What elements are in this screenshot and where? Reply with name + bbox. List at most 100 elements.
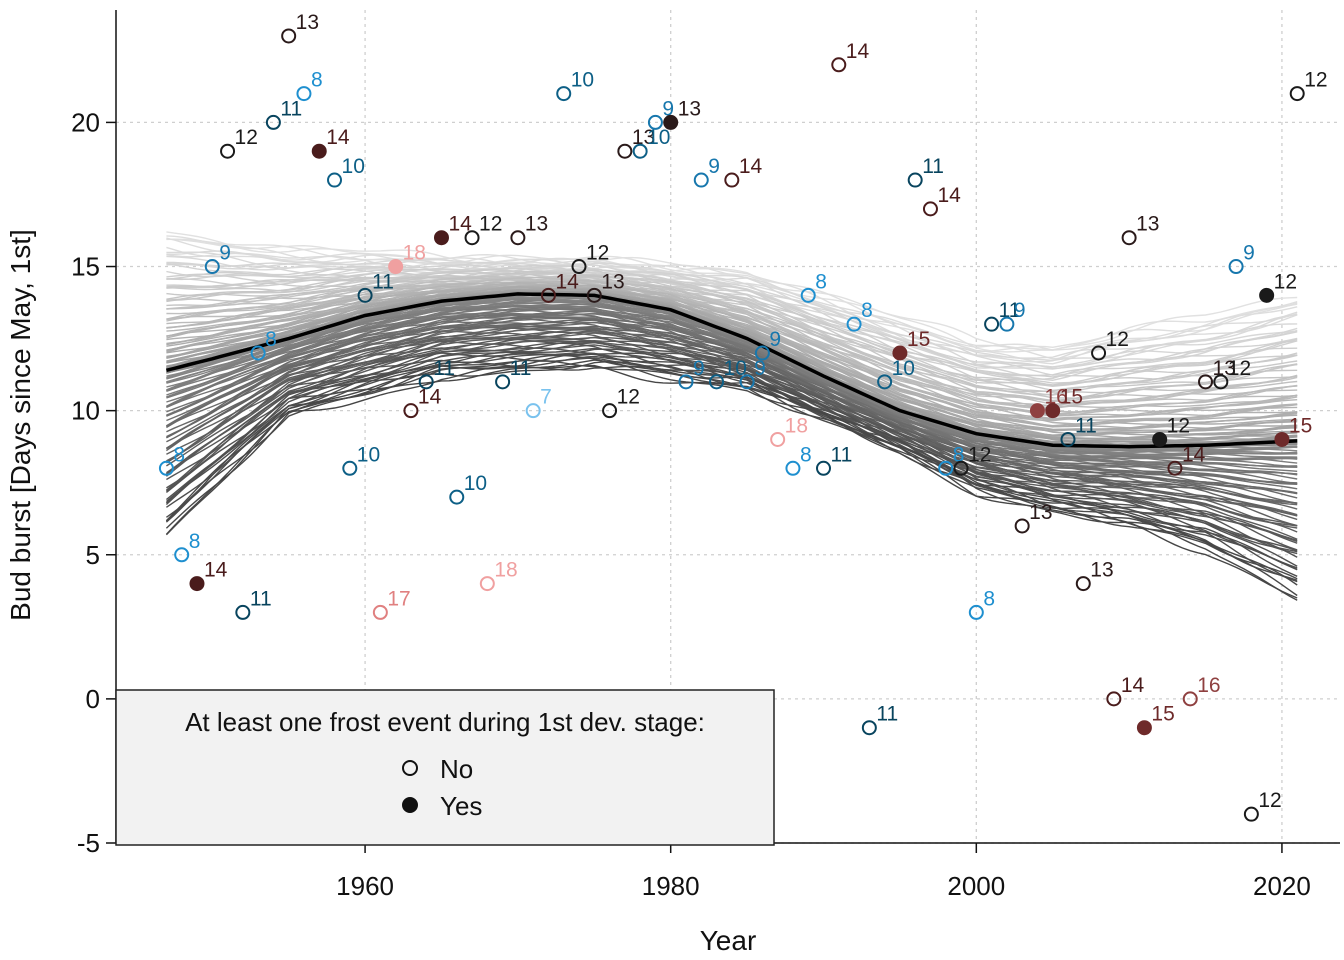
- data-point-label: 13: [1029, 501, 1052, 524]
- x-tick-label: 1980: [642, 871, 700, 901]
- data-point-label: 17: [387, 587, 410, 610]
- legend-marker-no: [402, 760, 418, 776]
- data-point-label: 14: [448, 213, 472, 236]
- posterior-curve: [166, 238, 1298, 353]
- posterior-curve: [165, 355, 1298, 571]
- data-point: [968, 604, 984, 620]
- data-point-label: 10: [464, 472, 487, 495]
- data-point-label: 18: [403, 242, 426, 265]
- data-point-label: 14: [326, 126, 350, 149]
- posterior-curves: [165, 231, 1298, 601]
- data-point-label: 14: [1182, 443, 1206, 466]
- data-point: [296, 86, 312, 102]
- posterior-curve: [166, 272, 1298, 396]
- y-tick-label: 5: [86, 540, 100, 570]
- data-point: [861, 720, 877, 736]
- data-point-label: 11: [372, 270, 394, 293]
- data-point-label: 10: [647, 126, 670, 149]
- legend-label-no: No: [440, 754, 473, 784]
- data-point-label: 14: [739, 155, 763, 178]
- y-tick-label: 0: [86, 684, 100, 714]
- posterior-curve: [165, 361, 1298, 597]
- data-point: [647, 114, 663, 130]
- data-point: [739, 374, 755, 390]
- posterior-curve: [166, 278, 1298, 410]
- x-tick-label: 2020: [1253, 871, 1311, 901]
- data-point-label: 16: [1044, 386, 1067, 409]
- data-point: [464, 230, 480, 246]
- data-point: [831, 57, 847, 73]
- data-point-label: 14: [846, 40, 870, 63]
- data-point: [816, 460, 832, 476]
- data-point-label: 7: [540, 386, 552, 409]
- y-tick-label: 15: [71, 252, 100, 282]
- data-point-label: 14: [937, 184, 961, 207]
- data-point-frost: [1259, 287, 1275, 303]
- data-point: [693, 172, 709, 188]
- data-point-frost: [663, 114, 679, 130]
- data-point: [1121, 230, 1137, 246]
- data-point-label: 13: [1213, 357, 1236, 380]
- posterior-curve: [166, 307, 1298, 475]
- data-point-label: 12: [1258, 789, 1281, 812]
- data-point-label: 12: [617, 386, 640, 409]
- data-point-label: 9: [708, 155, 720, 178]
- data-point: [754, 345, 770, 361]
- data-points: 8814912118111381410101117181411141012181…: [158, 11, 1328, 822]
- data-point: [1289, 86, 1305, 102]
- data-point: [1213, 374, 1229, 390]
- data-point-label: 12: [1228, 357, 1251, 380]
- data-point: [617, 143, 633, 159]
- posterior-curve: [166, 237, 1298, 360]
- posterior-curve: [166, 299, 1298, 461]
- legend-box: [115, 689, 775, 846]
- data-point-label: 11: [876, 703, 898, 726]
- data-point-label: 11: [280, 97, 302, 120]
- data-point-label: 11: [433, 357, 455, 380]
- data-point-label: 12: [1106, 328, 1129, 351]
- data-point-label: 9: [754, 357, 766, 380]
- data-point-label: 14: [555, 270, 579, 293]
- data-point-label: 8: [983, 587, 995, 610]
- data-point-label: 9: [662, 97, 674, 120]
- data-point: [265, 114, 281, 130]
- data-point: [250, 345, 266, 361]
- posterior-curve: [166, 282, 1298, 417]
- data-point-label: 13: [1136, 213, 1159, 236]
- x-tick-label: 1960: [336, 871, 394, 901]
- data-point-frost: [1045, 403, 1061, 419]
- posterior-curve: [166, 312, 1298, 480]
- posterior-curve: [166, 315, 1298, 494]
- posterior-curve: [166, 251, 1298, 362]
- y-tick-label: 20: [71, 107, 100, 137]
- data-point-label: 12: [1274, 270, 1297, 293]
- data-point-label: 9: [769, 328, 781, 351]
- legend-label-yes: Yes: [440, 791, 482, 821]
- data-point-frost: [1274, 431, 1290, 447]
- data-point: [1198, 374, 1214, 390]
- data-point: [174, 547, 190, 563]
- data-point-label: 13: [296, 11, 319, 34]
- data-point: [770, 431, 786, 447]
- posterior-curve: [166, 246, 1298, 365]
- data-point-label: 13: [601, 270, 624, 293]
- data-point-label: 10: [892, 357, 915, 380]
- data-point: [571, 259, 587, 275]
- posterior-curve: [166, 235, 1298, 351]
- data-point-label: 11: [1075, 414, 1097, 437]
- y-tick-label: -5: [77, 828, 100, 858]
- data-point: [372, 604, 388, 620]
- data-point: [235, 604, 251, 620]
- data-point-label: 13: [525, 213, 548, 236]
- legend-title: At least one frost event during 1st dev.…: [185, 707, 705, 737]
- data-point: [1075, 576, 1091, 592]
- y-axis-title: Bud burst [Days since May, 1st]: [5, 229, 36, 621]
- data-point: [281, 28, 297, 44]
- data-point: [327, 172, 343, 188]
- data-point-label: 14: [418, 386, 442, 409]
- data-point-frost: [1152, 431, 1168, 447]
- data-point-frost: [311, 143, 327, 159]
- data-point-label: 15: [1289, 414, 1312, 437]
- posterior-curve: [166, 265, 1298, 380]
- data-point: [586, 287, 602, 303]
